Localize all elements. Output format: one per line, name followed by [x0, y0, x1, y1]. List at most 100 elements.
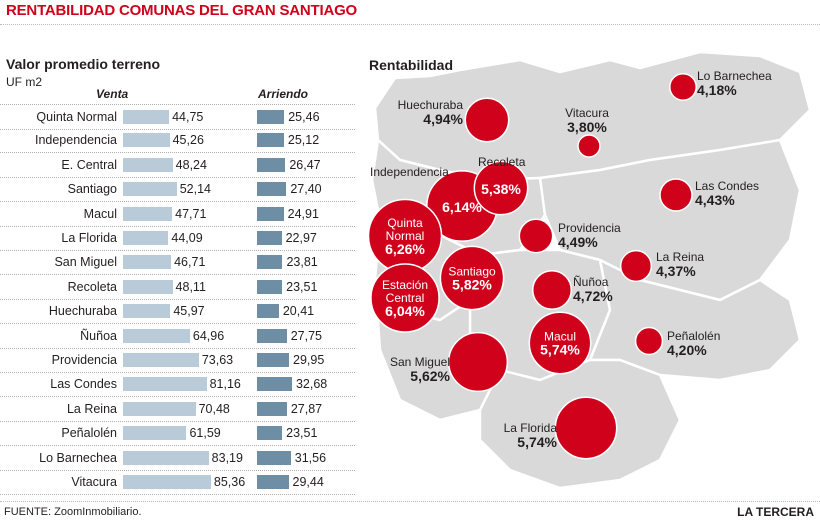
arriendo-bar [257, 475, 289, 489]
arriendo-value-label: 31,56 [294, 450, 327, 465]
bubble-value-label: 5,74% [540, 342, 580, 358]
arriendo-bar [257, 157, 286, 172]
arriendo-value-label: 27,40 [290, 182, 322, 197]
commune-map-label: La Reina [656, 250, 704, 264]
bubble-name-label: Normal [386, 229, 425, 243]
bubble-mark [531, 269, 573, 311]
venta-value-label: 64,96 [192, 328, 225, 343]
table-row: Lo Barnechea 83,19 31,56 [0, 446, 355, 471]
title-divider [0, 24, 820, 25]
arriendo-value-label: 27,75 [290, 328, 322, 343]
venta-value-label: 48,24 [175, 157, 207, 172]
arriendo-bar [257, 231, 282, 245]
bubble-name-label: Santiago [448, 265, 496, 279]
venta-bar [123, 133, 170, 148]
arriendo-bar [257, 401, 287, 416]
venta-value-label: 44,09 [171, 231, 203, 245]
bubble-mark [554, 396, 618, 460]
commune-map-label: Lo Barnechea [697, 69, 772, 83]
venta-bar [123, 304, 171, 319]
bubble-name-label: Estación [382, 278, 428, 292]
table-row: La Florida 44,09 22,97 [0, 226, 355, 251]
commune-label: Vitacura [71, 475, 117, 489]
arriendo-bar [257, 426, 283, 441]
commune-label: La Reina [66, 401, 117, 416]
commune-map-label: Ñuñoa [573, 275, 609, 289]
arriendo-column-header: Arriendo [258, 87, 309, 101]
commune-value-label: 4,43% [695, 192, 735, 208]
commune-label: Recoleta [67, 279, 117, 294]
commune-value-label: 4,94% [423, 111, 463, 127]
arriendo-value-label: 26,47 [289, 157, 321, 172]
arriendo-value-label: 29,44 [292, 475, 324, 489]
commune-value-label: 4,18% [697, 82, 737, 98]
arriendo-bar [257, 450, 291, 465]
commune-map-label: Huechuraba [398, 98, 464, 112]
arriendo-bar [257, 328, 287, 343]
bubble-mark [447, 331, 509, 393]
bubble-value-label: 6,26% [385, 241, 425, 257]
venta-value-label: 47,71 [175, 206, 207, 221]
arriendo-bar [257, 279, 283, 294]
venta-bar [123, 401, 196, 416]
bubble-mark [464, 97, 510, 143]
venta-column-header: Venta [96, 87, 129, 101]
commune-map-label: Las Condes [695, 179, 759, 193]
table-row: Vitacura 85,36 29,44 [0, 470, 355, 495]
bubble-name-label: Macul [544, 330, 576, 344]
table-row: Independencia 45,26 25,12 [0, 128, 355, 154]
commune-map-label: Vitacura [565, 106, 609, 120]
arriendo-value-label: 25,12 [287, 133, 320, 148]
commune-label: Ñuñoa [80, 328, 117, 343]
bubble-mark [669, 73, 697, 101]
venta-bar [123, 450, 209, 465]
bubble-name-label: Quinta [387, 216, 423, 230]
venta-value-label: 70,48 [198, 401, 230, 416]
venta-bar [123, 353, 199, 367]
arriendo-bar [257, 255, 283, 270]
arriendo-value-label: 23,81 [286, 255, 318, 270]
bubble-layer [367, 73, 697, 460]
bubble-mark [634, 326, 664, 356]
bubble-mark [439, 245, 505, 311]
venta-value-label: 85,36 [213, 475, 246, 489]
venta-value-label: 83,19 [211, 450, 243, 465]
table-row: Quinta Normal 44,75 25,46 [0, 104, 355, 130]
venta-value-label: 52,14 [179, 182, 211, 197]
arriendo-value-label: 29,95 [293, 353, 325, 367]
commune-label: Quinta Normal [36, 110, 117, 124]
bubble-value-label: 5,38% [481, 181, 521, 197]
bubble-mark [370, 263, 440, 333]
commune-label: Lo Barnechea [39, 450, 117, 465]
map-panel-title: Rentabilidad [369, 57, 454, 73]
venta-bar [123, 157, 173, 172]
venta-bar [123, 110, 170, 124]
arriendo-value-label: 22,97 [285, 231, 317, 245]
arriendo-bar [257, 182, 287, 197]
arriendo-value-label: 23,51 [286, 279, 318, 294]
bubble-mark [619, 249, 653, 283]
commune-label: Independencia [34, 133, 117, 148]
bubble-value-label: 6,04% [385, 303, 425, 319]
arriendo-value-label: 23,51 [286, 426, 318, 441]
infographic-title: RENTABILIDAD COMUNAS DEL GRAN SANTIAGO [6, 2, 358, 19]
commune-map-label: Providencia [558, 221, 621, 235]
arriendo-bar [257, 110, 285, 124]
commune-map-label: San Miguel [390, 355, 450, 369]
commune-value-label: 4,49% [558, 234, 598, 250]
venta-bar [123, 206, 173, 221]
table-row: Macul 47,71 24,91 [0, 202, 355, 227]
arriendo-value-label: 24,91 [287, 206, 319, 221]
bubble-mark [518, 218, 554, 254]
commune-label: Macul [83, 206, 117, 221]
venta-value-label: 45,97 [173, 304, 205, 319]
commune-value-label: 4,72% [573, 288, 613, 304]
commune-label: Santiago [67, 182, 117, 197]
table-row: Las Condes 81,16 32,68 [0, 372, 355, 398]
venta-value-label: 61,59 [189, 426, 221, 441]
commune-label: E. Central [61, 157, 117, 172]
commune-label: San Miguel [54, 255, 117, 270]
arriendo-bar [257, 353, 290, 367]
bubble-value-label: 5,82% [452, 277, 492, 293]
